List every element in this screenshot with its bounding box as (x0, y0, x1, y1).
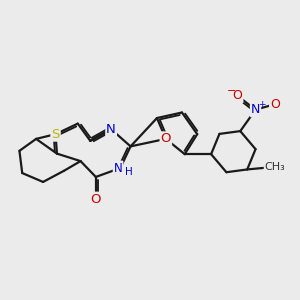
Text: O: O (270, 98, 280, 111)
Text: CH₃: CH₃ (265, 163, 285, 172)
Text: −: − (227, 86, 236, 96)
Text: H: H (125, 167, 133, 177)
Text: N: N (114, 162, 122, 175)
Text: O: O (160, 132, 171, 146)
Text: +: + (258, 100, 266, 109)
Text: N: N (251, 103, 260, 116)
Text: O: O (91, 193, 101, 206)
Text: S: S (51, 128, 60, 141)
Text: N: N (106, 123, 116, 136)
Text: O: O (232, 89, 242, 102)
